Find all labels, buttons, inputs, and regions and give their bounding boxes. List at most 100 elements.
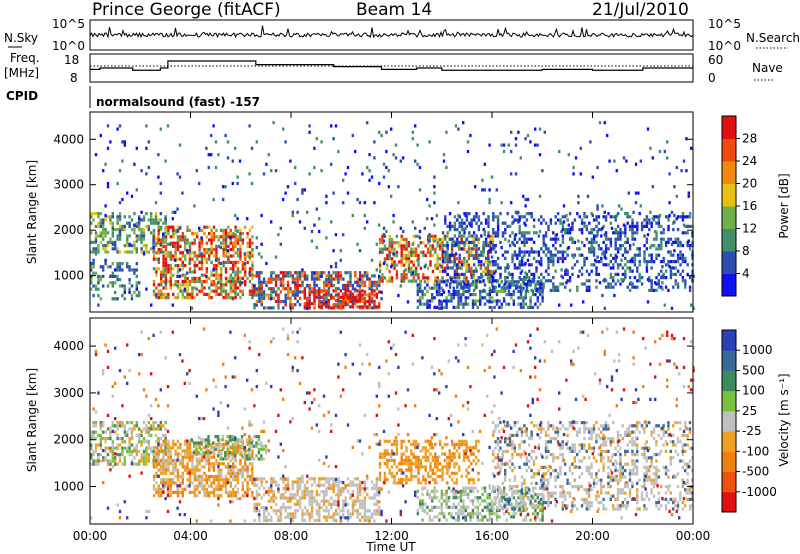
echo-cell: [692, 306, 695, 310]
echo-cell: [260, 280, 263, 284]
echo-cell: [152, 237, 155, 241]
echo-cell: [585, 279, 589, 283]
echo-cell: [525, 288, 529, 292]
echo-cell: [456, 276, 459, 280]
echo-cell: [176, 490, 180, 495]
echo-cell: [186, 228, 189, 232]
echo-cell: [118, 453, 122, 457]
echo-cell: [528, 276, 531, 280]
echo-cell: [155, 481, 158, 485]
echo-cell: [111, 274, 114, 278]
echo-cell: [231, 435, 234, 439]
echo-cell: [518, 250, 521, 254]
echo-cell: [252, 444, 256, 448]
echo-cell: [423, 265, 426, 269]
echo-cell: [354, 502, 357, 506]
echo-cell: [272, 121, 275, 125]
echo-cell: [500, 201, 503, 205]
echo-cell: [502, 297, 506, 301]
echo-cell: [277, 287, 280, 291]
echo-cell: [128, 421, 131, 425]
echo-cell: [626, 240, 629, 244]
echo-cell: [463, 282, 466, 286]
echo-cell: [234, 283, 237, 287]
echo-cell: [145, 212, 148, 216]
echo-cell: [431, 299, 434, 303]
colorbar-segment: [722, 138, 736, 162]
echo-cell: [152, 221, 155, 225]
echo-cell: [441, 253, 444, 258]
echo-cell: [342, 277, 345, 281]
echo-cell: [454, 242, 458, 246]
echo-cell: [97, 250, 100, 254]
echo-cell: [200, 478, 204, 482]
echo-cell: [481, 188, 484, 192]
echo-cell: [188, 478, 192, 482]
echo-cell: [167, 481, 170, 485]
echo-cell: [463, 221, 466, 225]
echo-cell: [164, 433, 167, 437]
echo-cell: [202, 438, 205, 442]
echo-cell: [619, 228, 622, 232]
echo-cell: [440, 293, 443, 297]
echo-cell: [196, 462, 199, 466]
echo-cell: [570, 236, 573, 240]
echo-cell: [251, 296, 254, 300]
echo-cell: [690, 303, 693, 307]
echo-cell: [440, 302, 443, 306]
echo-cell: [174, 458, 177, 463]
echo-cell: [585, 256, 589, 260]
echo-cell: [210, 490, 213, 495]
echo-cell: [676, 282, 680, 286]
echo-cell: [133, 462, 136, 466]
echo-cell: [603, 233, 606, 237]
echo-cell: [236, 280, 240, 284]
echo-cell: [150, 427, 153, 431]
echo-cell: [210, 273, 213, 277]
echo-cell: [585, 288, 589, 292]
echo-cell: [351, 133, 354, 138]
echo-cell: [332, 249, 335, 253]
echo-cell: [214, 447, 217, 451]
echo-cell: [448, 276, 452, 280]
echo-cell: [543, 130, 546, 134]
echo-cell: [140, 459, 143, 463]
echo-cell: [179, 446, 182, 450]
echo-cell: [215, 442, 218, 447]
echo-cell: [438, 247, 442, 251]
echo-cell: [222, 296, 225, 300]
echo-cell: [164, 270, 168, 274]
echo-cell: [142, 250, 146, 254]
echo-cell: [155, 267, 158, 271]
echo-cell: [174, 283, 177, 287]
echo-cell: [645, 224, 649, 228]
echo-cell: [205, 494, 208, 498]
echo-cell: [528, 263, 531, 267]
echo-cell: [494, 244, 497, 248]
echo-cell: [162, 270, 165, 274]
echo-cell: [583, 221, 586, 225]
echo-cell: [342, 305, 345, 309]
echo-cell: [577, 239, 580, 243]
echo-cell: [450, 471, 454, 475]
echo-cell: [457, 289, 460, 293]
echo-cell: [260, 457, 263, 461]
echo-cell: [448, 256, 452, 260]
echo-cell: [431, 244, 435, 248]
echo-cell: [282, 283, 285, 288]
echo-cell: [395, 471, 399, 475]
echo-cell: [286, 483, 290, 487]
echo-cell: [172, 292, 175, 296]
echo-cell: [301, 518, 304, 522]
echo-cell: [631, 282, 634, 286]
echo-cell: [135, 262, 138, 266]
echo-cell: [104, 213, 107, 218]
echo-cell: [232, 289, 235, 293]
echo-cell: [675, 217, 678, 221]
echo-cell: [260, 447, 263, 451]
echo-cell: [640, 228, 644, 232]
echo-cell: [222, 289, 225, 293]
echo-cell: [167, 449, 170, 453]
echo-cell: [590, 250, 593, 254]
echo-cell: [244, 462, 247, 466]
